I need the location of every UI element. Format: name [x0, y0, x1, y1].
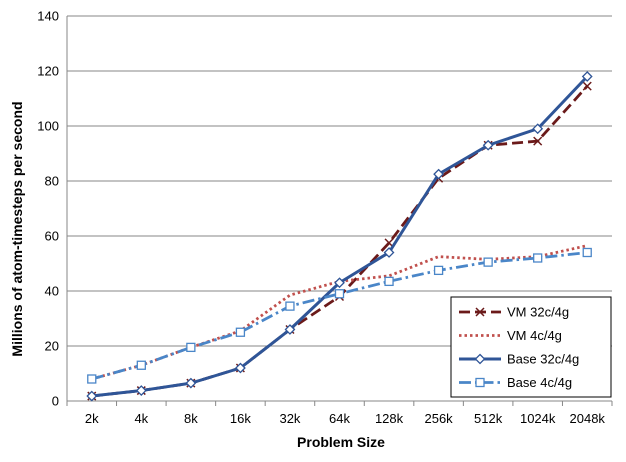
y-tick-label: 140 [37, 9, 59, 24]
data-point [284, 324, 296, 335]
y-tick-label: 120 [37, 64, 59, 79]
series-2 [86, 71, 593, 402]
series-3 [87, 247, 592, 384]
legend-label: Base 4c/4g [507, 375, 572, 390]
data-point [482, 139, 494, 151]
data-point [234, 362, 246, 374]
data-point [87, 374, 97, 384]
x-tick-label: 512k [474, 411, 503, 426]
x-tick-label: 1024k [520, 411, 556, 426]
data-point [533, 253, 543, 263]
x-axis-title: Problem Size [297, 434, 385, 450]
x-tick-label: 256k [424, 411, 453, 426]
legend: VM 32c/4g VM 4c/4g Base 32c/4g Base 4c/4g [450, 296, 612, 398]
y-tick-label: 80 [45, 174, 59, 189]
y-tick-label: 40 [45, 284, 59, 299]
x-tick-label: 64k [329, 411, 350, 426]
legend-marker [475, 377, 485, 388]
data-point [532, 123, 544, 135]
legend-item: Base 4c/4g [459, 375, 572, 390]
x-tick-label: 2048k [570, 411, 606, 426]
data-point [533, 136, 543, 146]
data-point [86, 390, 98, 402]
data-point [433, 168, 445, 180]
x-tick-label: 16k [230, 411, 251, 426]
data-point [334, 277, 345, 289]
x-tick-label: 2k [85, 411, 99, 426]
y-tick-label: 0 [52, 394, 59, 409]
x-tick-label: 128k [375, 411, 404, 426]
data-point [185, 377, 197, 389]
y-tick-label: 60 [45, 229, 59, 244]
data-point [235, 327, 246, 337]
data-point [582, 81, 592, 91]
y-axis-title: Millions of atom-timesteps per second [9, 101, 25, 356]
legend-label: VM 32c/4g [507, 305, 569, 320]
data-point [135, 385, 147, 396]
legend-marker [475, 307, 485, 317]
data-point [186, 342, 196, 353]
data-point [483, 257, 493, 267]
legend-label: VM 4c/4g [507, 328, 562, 343]
x-tick-label: 32k [279, 411, 300, 426]
data-point [433, 265, 444, 276]
y-tick-label: 100 [37, 119, 59, 134]
data-point [582, 247, 592, 258]
data-point [383, 247, 395, 258]
data-point [384, 276, 394, 287]
legend-label: Base 32c/4g [507, 352, 579, 367]
legend-item: Base 32c/4g [459, 352, 579, 367]
legend-marker [474, 353, 486, 365]
legend-item: VM 4c/4g [459, 328, 562, 343]
legend-item: VM 32c/4g [459, 305, 569, 320]
series-line [91, 251, 588, 381]
axes: 0 20 40 60 80 100 120 140 2k 4k 8k 16k 32k 64k 128k 256… [37, 9, 613, 426]
data-point [285, 301, 295, 311]
data-point [334, 289, 345, 299]
data-point [581, 71, 593, 82]
gridlines [67, 15, 612, 347]
x-tick-label: 8k [184, 411, 198, 426]
y-tick-label: 20 [45, 339, 59, 354]
series [86, 71, 593, 402]
x-tick-label: 4k [134, 411, 148, 426]
data-point [136, 360, 146, 370]
